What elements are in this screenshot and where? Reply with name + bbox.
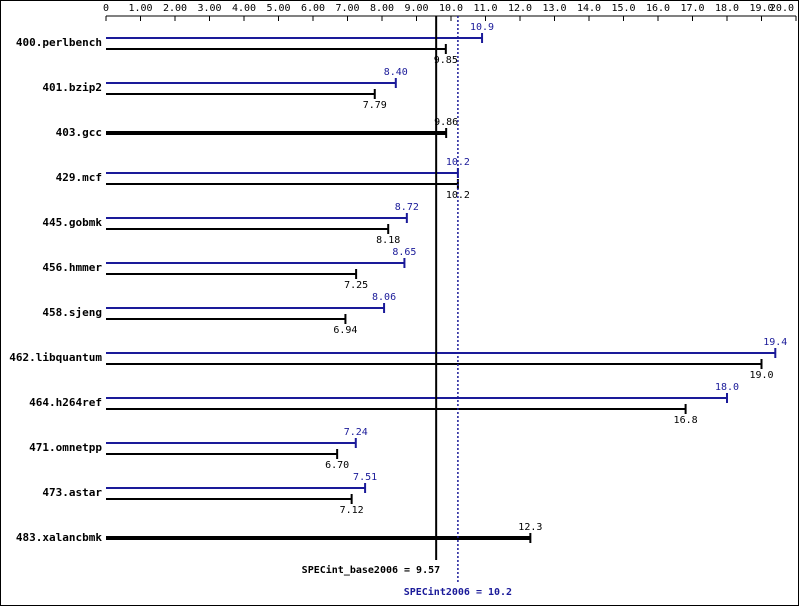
value-label: 8.65 bbox=[392, 247, 416, 258]
x-tick-label: 3.00 bbox=[197, 3, 221, 14]
value-label: 12.3 bbox=[518, 522, 542, 533]
value-label: 18.0 bbox=[715, 382, 739, 393]
x-tick-label: 8.00 bbox=[370, 3, 394, 14]
x-tick-label: 20.0 bbox=[770, 3, 794, 14]
value-label: 10.2 bbox=[446, 157, 470, 168]
category-label: 401.bzip2 bbox=[42, 81, 102, 94]
x-tick-label: 13.0 bbox=[542, 3, 566, 14]
x-tick-label: 2.00 bbox=[163, 3, 187, 14]
x-tick-label: 5.00 bbox=[266, 3, 290, 14]
value-label: 7.79 bbox=[363, 100, 387, 111]
x-tick-label: 12.0 bbox=[508, 3, 532, 14]
value-label: 9.85 bbox=[434, 55, 458, 66]
value-label: 8.06 bbox=[372, 292, 396, 303]
x-tick-label: 14.0 bbox=[577, 3, 601, 14]
x-tick-label: 11.0 bbox=[473, 3, 497, 14]
category-label: 429.mcf bbox=[56, 171, 102, 184]
category-label: 473.astar bbox=[42, 486, 102, 499]
category-label: 483.xalancbmk bbox=[16, 531, 102, 544]
value-label: 6.70 bbox=[325, 460, 349, 471]
value-label: 8.40 bbox=[384, 67, 408, 78]
x-tick-label: 1.00 bbox=[128, 3, 152, 14]
summary-label: SPECint2006 = 10.2 bbox=[404, 586, 512, 598]
value-label: 8.18 bbox=[376, 235, 400, 246]
x-tick-label: 7.00 bbox=[335, 3, 359, 14]
x-tick-label: 0 bbox=[103, 3, 109, 14]
x-tick-label: 19.0 bbox=[749, 3, 773, 14]
value-label: 7.12 bbox=[340, 505, 364, 516]
category-label: 400.perlbench bbox=[16, 36, 102, 49]
category-label: 462.libquantum bbox=[9, 351, 102, 364]
value-label: 19.4 bbox=[763, 337, 787, 348]
x-tick-label: 15.0 bbox=[611, 3, 635, 14]
x-tick-label: 18.0 bbox=[715, 3, 739, 14]
x-tick-label: 6.00 bbox=[301, 3, 325, 14]
category-label: 464.h264ref bbox=[29, 396, 102, 409]
x-tick-label: 10.0 bbox=[439, 3, 463, 14]
summary-label: SPECint_base2006 = 9.57 bbox=[302, 564, 440, 576]
category-label: 403.gcc bbox=[56, 126, 102, 139]
x-tick-label: 4.00 bbox=[232, 3, 256, 14]
value-label: 10.9 bbox=[470, 22, 494, 33]
x-tick-label: 16.0 bbox=[646, 3, 670, 14]
value-label: 6.94 bbox=[333, 325, 357, 336]
category-label: 471.omnetpp bbox=[29, 441, 102, 454]
value-label: 9.86 bbox=[434, 117, 458, 128]
category-label: 458.sjeng bbox=[42, 306, 102, 319]
value-label: 7.24 bbox=[344, 427, 368, 438]
value-label: 7.25 bbox=[344, 280, 368, 291]
value-label: 7.51 bbox=[353, 472, 377, 483]
category-label: 445.gobmk bbox=[42, 216, 102, 229]
value-label: 8.72 bbox=[395, 202, 419, 213]
value-label: 10.2 bbox=[446, 190, 470, 201]
value-label: 19.0 bbox=[749, 370, 773, 381]
value-label: 16.8 bbox=[674, 415, 698, 426]
category-label: 456.hmmer bbox=[42, 261, 102, 274]
x-tick-label: 9.00 bbox=[404, 3, 428, 14]
x-tick-label: 17.0 bbox=[680, 3, 704, 14]
